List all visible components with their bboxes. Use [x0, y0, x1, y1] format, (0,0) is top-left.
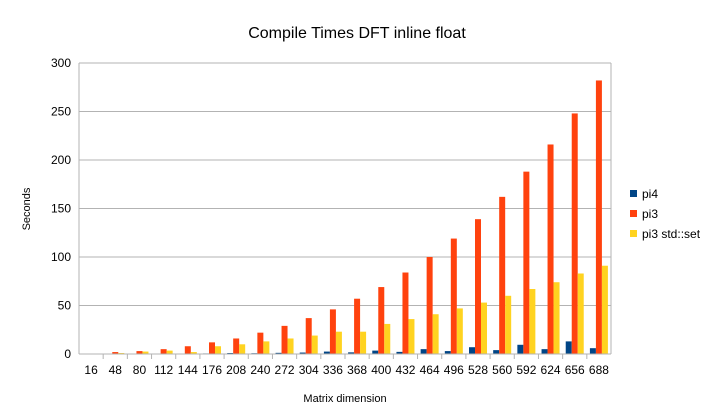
- bar-pi3: [330, 309, 336, 354]
- x-tick-label: 80: [133, 363, 147, 377]
- y-tick-label: 50: [58, 299, 72, 313]
- bar-pi4: [542, 349, 548, 354]
- bar-pi3-std-set: [554, 282, 560, 354]
- legend-label: pi4: [642, 187, 658, 201]
- bar-pi3-std-set: [384, 324, 390, 354]
- y-tick-label: 100: [51, 250, 71, 264]
- bar-pi3: [572, 113, 578, 354]
- bar-pi3-std-set: [312, 336, 318, 354]
- bar-pi3: [523, 172, 529, 354]
- bar-pi3: [282, 326, 288, 354]
- bar-pi3: [257, 333, 263, 354]
- y-axis-title: Seconds: [21, 187, 33, 230]
- x-tick-label: 688: [589, 363, 609, 377]
- bar-pi3: [451, 239, 457, 354]
- bar-pi3-std-set: [457, 308, 463, 354]
- bar-pi4: [590, 348, 596, 354]
- bar-pi3: [499, 197, 505, 354]
- x-tick-label: 464: [420, 363, 440, 377]
- x-tick-label: 304: [299, 363, 319, 377]
- x-tick-label: 16: [84, 363, 98, 377]
- x-tick-label: 400: [371, 363, 391, 377]
- bar-pi3-std-set: [433, 314, 439, 354]
- bar-pi4: [372, 351, 378, 354]
- y-tick-label: 0: [64, 347, 71, 361]
- bar-pi3-std-set: [288, 338, 294, 354]
- bar-pi3: [427, 257, 433, 354]
- x-tick-label: 368: [347, 363, 367, 377]
- x-tick-label: 112: [154, 363, 173, 377]
- bar-pi3-std-set: [167, 351, 173, 354]
- x-tick-label: 592: [516, 363, 536, 377]
- legend-label: pi3: [642, 207, 658, 221]
- bar-pi3: [378, 287, 384, 354]
- bar-pi4: [493, 350, 499, 354]
- x-tick-label: 48: [109, 363, 123, 377]
- x-tick-label: 560: [492, 363, 512, 377]
- bar-pi3-std-set: [408, 319, 414, 354]
- legend-label: pi3 std::set: [642, 227, 701, 241]
- y-tick-label: 250: [51, 105, 71, 119]
- y-tick-label: 150: [51, 202, 71, 216]
- bar-pi3: [306, 318, 312, 354]
- x-tick-label: 624: [541, 363, 561, 377]
- bar-pi3-std-set: [529, 289, 535, 354]
- bar-pi3-std-set: [481, 303, 487, 354]
- chart-title: Compile Times DFT inline float: [248, 25, 466, 42]
- x-tick-label: 272: [275, 363, 295, 377]
- bar-pi4: [469, 347, 475, 354]
- x-axis-title: Matrix dimension: [303, 393, 386, 405]
- legend-swatch: [630, 190, 637, 197]
- bar-pi3: [209, 342, 215, 354]
- x-tick-label: 240: [250, 363, 270, 377]
- bar-pi3: [596, 80, 602, 354]
- bar-pi4: [566, 341, 572, 354]
- bar-pi4: [421, 349, 427, 354]
- x-tick-label: 336: [323, 363, 343, 377]
- y-tick-label: 200: [51, 153, 71, 167]
- x-tick-label: 208: [226, 363, 246, 377]
- legend-swatch: [630, 230, 637, 237]
- bar-pi3-std-set: [263, 341, 269, 354]
- bar-pi3: [161, 349, 167, 354]
- y-tick-label: 300: [51, 56, 71, 70]
- bar-pi3-std-set: [239, 344, 245, 354]
- x-tick-label: 432: [395, 363, 415, 377]
- bar-pi3-std-set: [215, 346, 221, 354]
- bar-pi4: [517, 345, 523, 354]
- bar-pi3: [233, 338, 239, 354]
- x-tick-label: 176: [202, 363, 222, 377]
- bar-pi3-std-set: [602, 266, 608, 354]
- bars: [82, 80, 608, 354]
- x-tick-label: 496: [444, 363, 464, 377]
- bar-pi3: [475, 219, 481, 354]
- bar-pi3: [548, 144, 554, 354]
- bar-pi3-std-set: [336, 332, 342, 354]
- bar-pi3: [185, 346, 191, 354]
- x-tick-label: 528: [468, 363, 488, 377]
- legend-swatch: [630, 210, 637, 217]
- bar-pi3-std-set: [505, 296, 511, 354]
- bar-pi3: [402, 273, 408, 354]
- x-tick-label: 144: [178, 363, 198, 377]
- bar-pi3-std-set: [578, 273, 584, 354]
- bar-pi3-std-set: [360, 332, 366, 354]
- x-tick-label: 656: [565, 363, 585, 377]
- bar-pi3: [354, 299, 360, 354]
